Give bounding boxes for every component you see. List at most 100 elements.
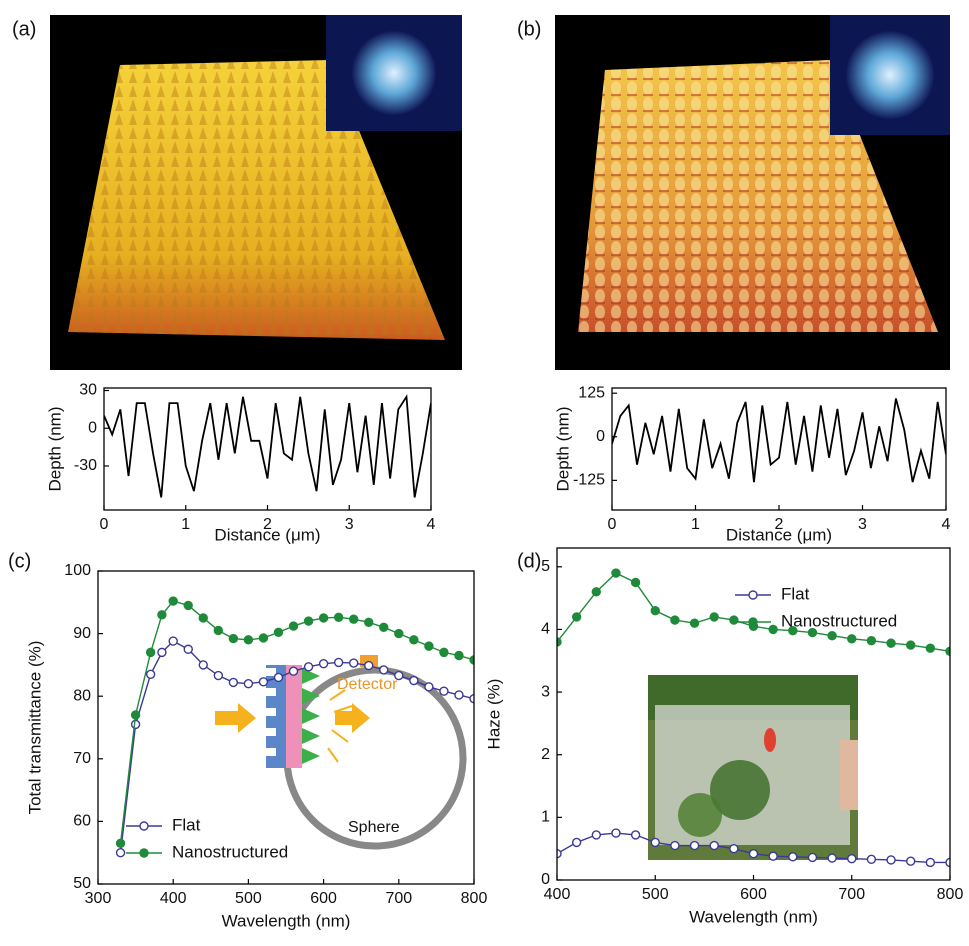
x-tick-label: 700 [385,890,412,907]
data-point [454,650,464,661]
annotation: Detector [337,676,398,693]
panel-label: (d) [517,550,541,572]
x-tick-label: 700 [838,886,865,903]
plot-area [104,394,431,498]
data-point [168,596,178,606]
data-point [424,641,434,651]
data-point [768,851,778,861]
data-point [847,854,857,864]
legend-label: Flat [172,815,201,834]
data-point [591,830,601,840]
data-point [689,840,700,851]
data-point [168,636,178,646]
legend-marker [139,821,149,831]
x-tick-label: 1 [691,516,700,533]
panel-label: (b) [517,18,541,40]
x-tick-label: 2 [775,516,784,533]
data-point [394,628,404,639]
x-tick-label: 1 [181,516,190,533]
data-point [571,837,582,848]
data-point [130,710,141,720]
data-point [348,658,359,668]
data-point [130,719,141,730]
photo-inset [648,675,858,860]
data-point [611,568,621,578]
x-tick-label: 4 [427,516,436,533]
data-point [906,856,916,866]
annotation: Sphere [348,819,400,836]
data-point [827,853,837,863]
data-point [886,638,896,648]
x-tick-label: 400 [544,886,571,903]
data-point [213,670,224,681]
data-point [273,672,284,683]
data-point [145,647,156,658]
data-point [409,635,419,645]
x-tick-label: 400 [160,890,187,907]
data-point [379,665,389,675]
plot-area [612,398,946,483]
y-axis-label: Depth (nm) [45,406,64,491]
data-point [670,840,680,851]
plot-area [557,568,950,868]
data-point [424,682,434,692]
data-point [906,640,916,650]
x-tick-label: 800 [461,890,488,907]
x-tick-label: 500 [235,890,262,907]
data-point [454,690,464,700]
data-point [630,830,641,840]
y-tick-label: 2 [541,746,550,763]
plot-area [115,596,474,858]
y-tick-label: 100 [64,562,91,579]
y-tick-label: 5 [541,558,550,575]
data-point [243,635,254,645]
plot-frame [611,387,947,511]
legend-marker [748,617,758,627]
data-point [945,857,950,868]
x-tick-label: 0 [100,516,109,533]
data-point [709,840,719,851]
data-line [612,398,946,483]
data-point [258,677,269,687]
legend-label: Nanostructured [172,842,288,861]
data-point [807,627,818,638]
data-point [650,837,660,848]
x-axis-label: Wavelength (nm) [222,911,351,930]
y-tick-label: 3 [541,683,550,700]
data-point [288,666,299,676]
y-tick-label: 0 [88,419,97,436]
plot-frame [556,547,951,881]
x-tick-label: 2 [263,516,272,533]
data-point [571,612,582,622]
x-tick-label: 3 [345,516,354,533]
y-axis-label: Depth (nm) [553,406,572,491]
data-point [788,625,798,636]
x-tick-label: 500 [642,886,669,903]
x-tick-label: 0 [608,516,617,533]
panel-label: (c) [8,550,31,572]
x-tick-label: 800 [937,886,964,903]
data-point [886,855,896,865]
legend-marker [748,590,758,600]
legend-label: Flat [781,584,810,603]
data-point [348,614,359,624]
data-point [847,634,857,644]
data-point [866,636,877,646]
data-point [198,613,208,623]
data-point [591,587,601,597]
data-point [115,838,126,849]
legend-marker [139,848,149,858]
data-point [288,621,299,631]
data-point [303,662,314,672]
data-point [394,670,404,681]
y-axis-label: Total transmittance (%) [25,641,44,815]
data-point [788,852,798,862]
data-point [318,613,329,623]
y-tick-label: 80 [73,687,91,704]
data-point [318,658,329,669]
afm-image-b [555,15,950,370]
data-point [557,637,562,647]
data-point [925,857,936,868]
data-point [439,647,449,658]
legend-label: Nanostructured [781,611,897,630]
